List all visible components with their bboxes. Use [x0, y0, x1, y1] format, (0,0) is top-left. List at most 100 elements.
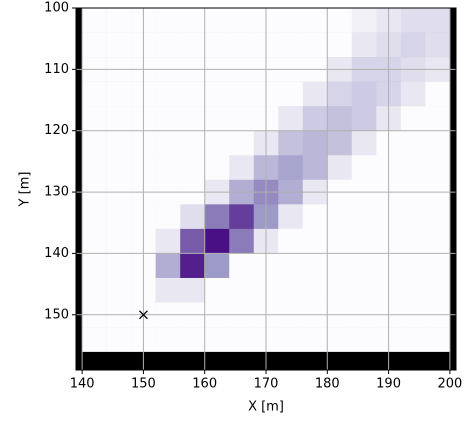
x-tick-label: 200 [437, 377, 462, 392]
heat-cell [425, 81, 451, 107]
heat-cell [400, 130, 426, 156]
heat-cell [400, 228, 426, 254]
heat-cell [278, 204, 304, 230]
marker [138, 310, 148, 320]
marker-cross [138, 310, 148, 320]
heat-cell [400, 277, 426, 303]
heat-cell [425, 32, 451, 58]
heat-cell [204, 81, 230, 107]
heat-cell [400, 204, 426, 230]
heat-cell [82, 106, 107, 132]
heat-cell [229, 228, 255, 254]
heat-cell [106, 8, 132, 33]
heat-cell [106, 81, 132, 107]
heat-cell [278, 277, 304, 303]
x-tick-label: 180 [315, 377, 340, 392]
heat-cell [302, 32, 328, 58]
heat-cell [82, 8, 107, 33]
heat-cell [155, 204, 181, 230]
heat-cell [278, 130, 304, 156]
heat-cell [180, 130, 206, 156]
heat-cell [327, 327, 353, 352]
heat-cell [351, 8, 377, 33]
heat-cell [106, 106, 132, 132]
heat-cell [229, 327, 255, 352]
plot-frame [75, 7, 457, 371]
heat-cell [204, 228, 230, 254]
heat-cell [425, 8, 451, 33]
heat-cell [204, 277, 230, 303]
heat-cell [400, 327, 426, 352]
heat-cell [204, 32, 230, 58]
heat-cell [425, 204, 451, 230]
heat-cell [425, 253, 451, 279]
heat-cell [425, 106, 451, 132]
heat-cell [278, 253, 304, 279]
y-tick-label: 120 [44, 123, 69, 138]
heat-cell [180, 81, 206, 107]
heat-cell [351, 277, 377, 303]
heat-cell [400, 253, 426, 279]
heat-cell [302, 130, 328, 156]
heat-cell [180, 204, 206, 230]
heat-cell [302, 8, 328, 33]
heat-cell [351, 228, 377, 254]
heat-cell [278, 327, 304, 352]
heat-cell [155, 253, 181, 279]
heat-cell [155, 81, 181, 107]
x-tick-label: 190 [376, 377, 401, 392]
heat-cell [425, 327, 451, 352]
heat-cell [351, 130, 377, 156]
heat-cell [82, 327, 107, 352]
heat-cell [180, 106, 206, 132]
heat-cell [180, 32, 206, 58]
heat-cell [302, 155, 328, 181]
heat-cell [425, 277, 451, 303]
heat-cell [327, 130, 353, 156]
y-tick-label: 100 [44, 1, 69, 16]
heat-cell [180, 277, 206, 303]
heat-cell [106, 32, 132, 58]
heat-cell [155, 32, 181, 58]
heat-cell [278, 32, 304, 58]
heat-cell [278, 81, 304, 107]
heat-cell [327, 32, 353, 58]
heat-cell [302, 327, 328, 352]
heat-cell [302, 277, 328, 303]
heat-cell [351, 81, 377, 107]
heat-cell [106, 155, 132, 181]
heat-cell [82, 155, 107, 181]
heat-cell [82, 228, 107, 254]
heat-cell [351, 155, 377, 181]
x-tick-label: 150 [131, 377, 156, 392]
heat-cell [229, 130, 255, 156]
heat-cell [180, 253, 206, 279]
heat-cell [302, 253, 328, 279]
heat-cell [204, 8, 230, 33]
y-axis-label: Y [m] [18, 172, 33, 208]
heat-cell [155, 277, 181, 303]
heat-cell [155, 8, 181, 33]
heat-cell [155, 106, 181, 132]
heat-cell [327, 8, 353, 33]
y-tick-label: 110 [44, 62, 69, 77]
heat-cell [327, 81, 353, 107]
heat-cell [351, 106, 377, 132]
heat-cell [106, 277, 132, 303]
heat-cell [180, 155, 206, 181]
x-tick-label: 170 [254, 377, 279, 392]
heat-cell [425, 228, 451, 254]
heat-cell [106, 130, 132, 156]
heat-cell [425, 130, 451, 156]
heat-cell [400, 81, 426, 107]
heat-cell [82, 253, 107, 279]
heat-cell [229, 32, 255, 58]
heat-cell [204, 106, 230, 132]
heat-cell [351, 327, 377, 352]
heat-cell [327, 106, 353, 132]
heat-cell [229, 277, 255, 303]
x-tick-label: 160 [192, 377, 217, 392]
y-tick-label: 150 [44, 307, 69, 322]
heat-cell [204, 327, 230, 352]
heat-cell [229, 253, 255, 279]
